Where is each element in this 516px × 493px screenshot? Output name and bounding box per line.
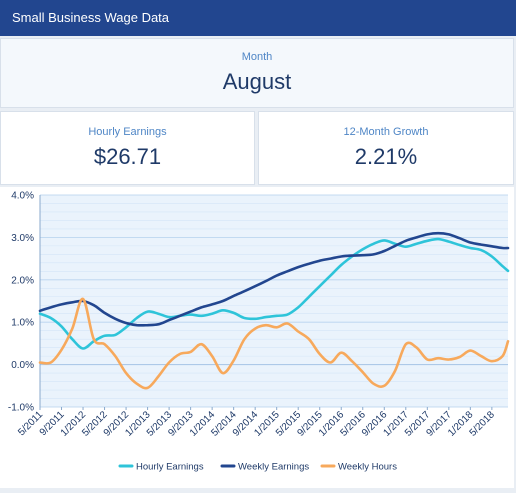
weekly-earnings-line <box>38 231 510 327</box>
app-header: Small Business Wage Data <box>0 0 516 36</box>
plot-background <box>40 195 508 407</box>
hourly-earnings-label: Hourly Earnings <box>88 126 167 138</box>
legend-hourly-earnings-label: Hourly Earnings <box>136 462 204 473</box>
hourly-earnings-value: $26.71 <box>93 144 162 169</box>
month-label: Month <box>241 51 273 63</box>
hourly-earnings-line <box>38 237 510 350</box>
y-tick-label: 1.0% <box>11 318 34 329</box>
weekly-hours-line <box>38 297 510 390</box>
month-value: August <box>222 69 292 94</box>
hourly-earnings-card: Hourly Earnings $26.71 <box>0 111 255 185</box>
y-tick-label: 0.0% <box>11 360 34 371</box>
y-tick-label: 4.0% <box>11 191 34 202</box>
wage-line-chart: 4.0%3.0%2.0%1.0%0.0%-1.0%5/20119/20111/2… <box>8 191 510 473</box>
growth-label: 12-Month Growth <box>343 126 429 138</box>
app-title: Small Business Wage Data <box>12 10 170 25</box>
legend-weekly-hours-label: Weekly Hours <box>338 462 397 473</box>
x-tick-label: 5/2018 <box>468 409 498 439</box>
growth-value: 2.21% <box>354 144 418 169</box>
y-tick-label: 2.0% <box>11 275 34 286</box>
legend-weekly-earnings-label: Weekly Earnings <box>238 462 309 473</box>
y-tick-label: -1.0% <box>8 403 34 414</box>
month-panel: Month August <box>0 38 514 108</box>
growth-card: 12-Month Growth 2.21% <box>258 111 514 185</box>
chart-panel: 4.0% 3.0% 2.0% 1.0% 0.0% -1.0% 5/2011 9/2011 1/2… <box>0 187 514 488</box>
y-tick-label: 3.0% <box>11 233 34 244</box>
